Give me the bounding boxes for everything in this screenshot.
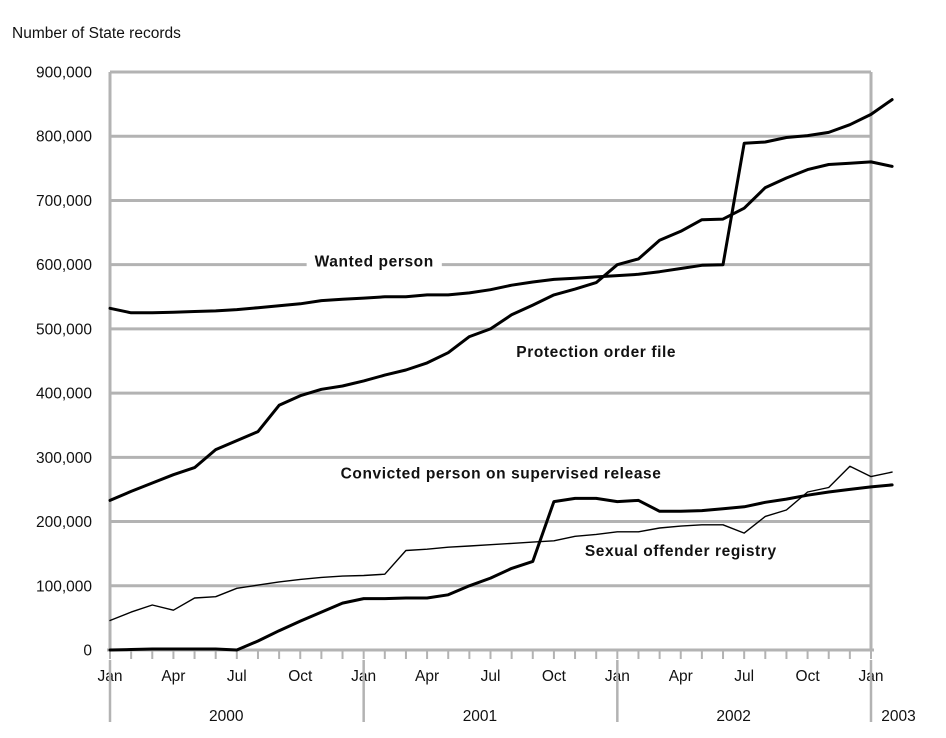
- y-tick-label: 200,000: [36, 514, 92, 531]
- x-tick-label: Apr: [161, 668, 185, 685]
- series-line-protection-order-file: [108, 160, 894, 502]
- year-label: 2002: [716, 708, 750, 725]
- series-label-background: [306, 251, 442, 273]
- y-axis-title: Number of State records: [12, 25, 181, 42]
- series-label-background: [508, 342, 685, 364]
- series-line-convicted-person-on-supervised-release: [108, 483, 894, 652]
- x-tick-label: Oct: [542, 668, 567, 685]
- y-tick-label: 600,000: [36, 257, 92, 274]
- series-label-background: [332, 463, 670, 485]
- series-label-background: [576, 541, 785, 563]
- x-tick-label: Apr: [415, 668, 439, 685]
- x-axis-ticks: JanAprJulOctJanAprJulOctJanAprJulOctJan2…: [98, 650, 916, 725]
- series-labels: Wanted person Protection order file Convic…: [306, 251, 785, 563]
- y-tick-label: 100,000: [36, 578, 92, 595]
- x-tick-label: Oct: [796, 668, 821, 685]
- year-label: 2003: [881, 708, 915, 725]
- y-tick-label: 700,000: [36, 193, 92, 210]
- y-tick-label: 300,000: [36, 450, 92, 467]
- year-label: 2000: [209, 708, 244, 725]
- series-label-convicted-person-on-supervised-release: Convicted person on supervised release: [341, 466, 662, 483]
- x-tick-label: Jul: [734, 668, 754, 685]
- series-label-wanted-person: Wanted person: [315, 254, 434, 271]
- y-tick-label: 500,000: [36, 321, 92, 338]
- x-tick-label: Jul: [481, 668, 501, 685]
- series-lines: [108, 98, 894, 652]
- series-label-sexual-offender-registry: Sexual offender registry: [585, 543, 777, 560]
- x-tick-label: Apr: [669, 668, 693, 685]
- series-label-protection-order-file: Protection order file: [516, 344, 676, 361]
- y-tick-label: 400,000: [36, 386, 92, 403]
- x-tick-label: Jul: [227, 668, 247, 685]
- y-tick-label: 0: [83, 643, 92, 660]
- x-tick-label: Oct: [288, 668, 313, 685]
- y-tick-label: 900,000: [36, 65, 92, 82]
- series-line-sexual-offender-registry: [109, 465, 893, 622]
- y-tick-label: 800,000: [36, 129, 92, 146]
- series-line-wanted-person: [108, 98, 894, 315]
- y-axis-ticks: 0 100,000 200,000 300,000 400,000 500,000 600,…: [36, 65, 92, 660]
- axes: [107, 72, 874, 652]
- year-label: 2001: [463, 708, 497, 725]
